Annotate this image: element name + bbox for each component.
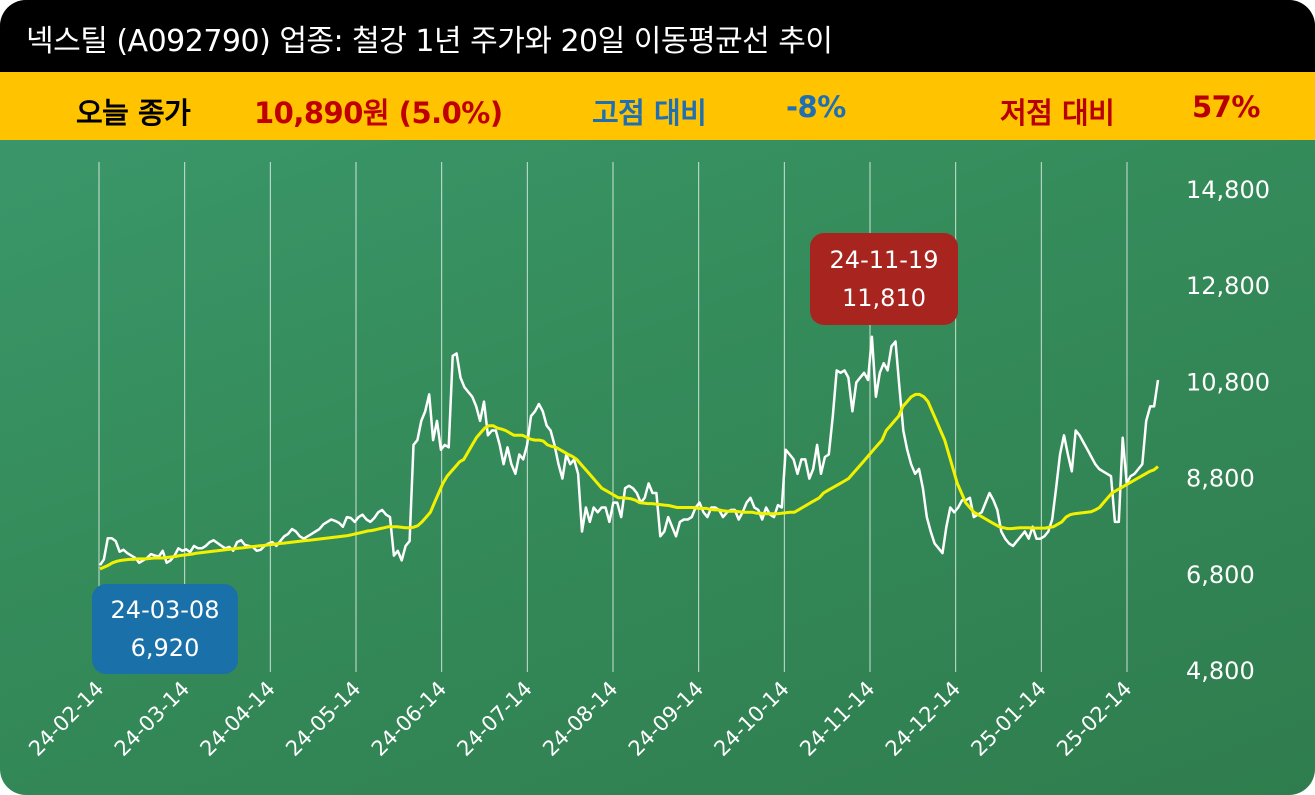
x-tick-label: 24-06-14 [367,677,451,761]
low-callout-value: 6,920 [131,634,200,662]
high-value: -8% [786,90,846,124]
close-label: 오늘 종가 [76,96,191,130]
high-callout-date: 24-11-19 [830,246,939,274]
y-tick-label: 14,800 [1186,176,1270,204]
x-tick-label: 24-10-14 [709,677,793,761]
low-callout: 24-03-08 6,920 [92,584,238,674]
x-tick-label: 25-01-14 [966,677,1050,761]
x-tick-label: 24-08-14 [538,677,622,761]
y-tick-label: 4,800 [1186,657,1255,685]
y-axis-labels: 14,800 12,800 10,800 8,800 6,800 4,800 [1186,176,1270,685]
low-label: 저점 대비 [1000,96,1115,130]
x-tick-label: 25-02-14 [1052,677,1136,761]
y-tick-label: 10,800 [1186,368,1270,396]
x-tick-label: 24-05-14 [281,677,365,761]
x-axis-labels: 24-02-14 24-03-14 24-04-14 24-05-14 24-06-14… [24,677,1136,761]
x-tick-label: 24-12-14 [881,677,965,761]
low-callout-date: 24-03-08 [111,596,220,624]
vertical-grid [98,162,1128,672]
x-tick-label: 24-02-14 [24,677,108,761]
low-callout-box [92,584,238,674]
x-tick-label: 24-04-14 [195,677,279,761]
y-tick-label: 8,800 [1186,465,1255,493]
high-label: 고점 대비 [592,96,707,130]
y-tick-label: 12,800 [1186,272,1270,300]
low-value: 57% [1192,90,1260,124]
title-bar: 넥스틸 (A092790) 업종: 철강 1년 주가와 20일 이동평균선 추이 [0,0,1315,72]
x-tick-label: 24-07-14 [452,677,536,761]
close-value: 10,890원 (5.0%) [254,96,503,130]
x-tick-label: 24-09-14 [624,677,708,761]
x-tick-label: 24-11-14 [795,677,879,761]
y-tick-label: 6,800 [1186,561,1255,589]
stats-bar: 오늘 종가 10,890원 (5.0%) 고점 대비 -8% 저점 대비 57% [0,72,1315,140]
ma20-line [99,392,1159,571]
x-tick-label: 24-03-14 [110,677,194,761]
high-callout: 24-11-19 11,810 [810,233,958,325]
price-line [98,335,1160,566]
high-callout-box [810,233,958,325]
high-callout-value: 11,810 [842,284,926,312]
chart-title: 넥스틸 (A092790) 업종: 철강 1년 주가와 20일 이동평균선 추이 [26,24,833,59]
